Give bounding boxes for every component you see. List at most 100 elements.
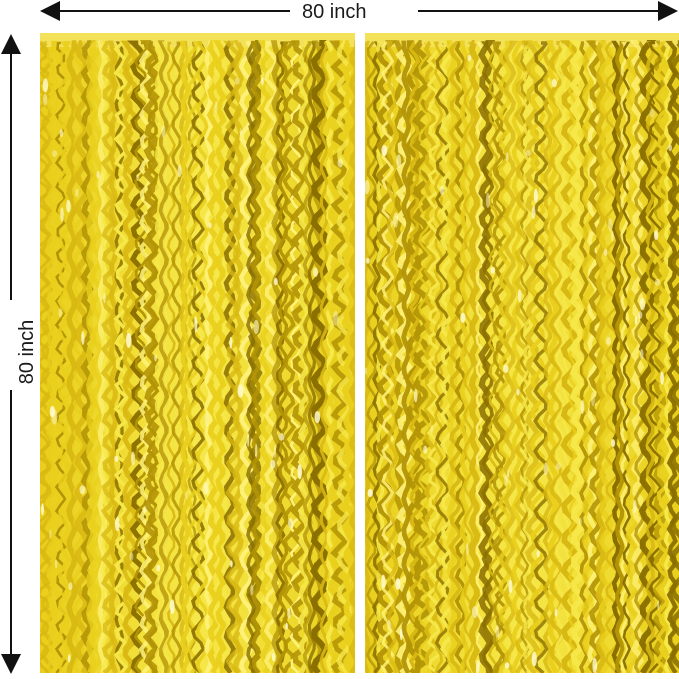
foil-strip	[348, 40, 355, 673]
foil-strip	[459, 40, 470, 673]
width-label: 80 inch	[296, 2, 373, 22]
foil-glint	[430, 424, 434, 435]
foil-glint	[578, 517, 582, 526]
foil-glint	[423, 445, 428, 454]
foil-glint	[531, 651, 537, 667]
foil-glint	[638, 311, 643, 319]
foil-glint	[60, 207, 64, 222]
foil-glint	[49, 405, 55, 418]
foil-strip	[645, 41, 656, 673]
foil-glint	[495, 625, 500, 638]
foil-glint	[270, 459, 276, 469]
foil-glint	[142, 505, 147, 514]
foil-glint	[555, 462, 561, 470]
foil-glint	[660, 371, 664, 385]
foil-strip	[468, 40, 481, 673]
foil-glint	[313, 267, 318, 278]
foil-glint	[604, 248, 608, 257]
foil-strip	[654, 41, 671, 673]
foil-glint	[194, 316, 198, 333]
foil-glint	[381, 574, 386, 589]
foil-strip	[302, 41, 314, 673]
foil-glint	[580, 400, 585, 415]
foil-glint	[250, 584, 254, 596]
foil-strip	[120, 40, 139, 673]
foil-strip	[324, 40, 335, 673]
foil-strip	[614, 40, 626, 673]
foil-glint	[42, 78, 49, 93]
foil-glint	[654, 230, 659, 241]
foil-glint	[103, 292, 106, 304]
foil-glint	[273, 444, 277, 458]
foil-strip	[51, 40, 63, 673]
foil-glint	[639, 297, 646, 311]
foil-strip	[213, 40, 227, 673]
foil-glint	[154, 354, 157, 362]
foil-glint	[237, 384, 244, 398]
foil-glint	[554, 608, 558, 617]
foil-glint	[634, 316, 638, 326]
foil-glint	[543, 462, 549, 476]
foil-strip	[597, 40, 614, 673]
foil-strip	[620, 41, 630, 673]
foil-strip	[663, 41, 675, 673]
foil-strip	[439, 41, 455, 673]
foil-strip	[245, 41, 257, 673]
foil-strip	[665, 40, 679, 673]
foil-glint	[54, 559, 58, 569]
foil-glint	[536, 550, 540, 558]
foil-glint	[517, 289, 522, 303]
foil-strip	[376, 40, 398, 673]
foil-strip	[297, 40, 311, 673]
foil-strip	[100, 40, 117, 673]
foil-strip	[408, 41, 421, 673]
foil-strip	[45, 41, 57, 673]
foil-glint	[337, 158, 344, 168]
foil-glint	[68, 582, 73, 591]
foil-glint	[260, 77, 264, 86]
foil-glint	[639, 349, 644, 360]
foil-glint	[96, 170, 100, 179]
foil-strip	[195, 41, 209, 673]
foil-glint	[507, 469, 510, 478]
foil-glint	[413, 389, 418, 403]
foil-glint	[81, 331, 85, 345]
foil-glint	[59, 129, 63, 138]
foil-glint	[255, 443, 258, 458]
foil-glint	[657, 600, 660, 610]
foil-glint	[395, 578, 401, 590]
foil-glint	[611, 439, 616, 448]
foil-glint	[476, 659, 480, 673]
foil-glint	[273, 277, 278, 286]
foil-glint	[525, 149, 531, 157]
foil-glint	[533, 188, 538, 203]
foil-glint	[52, 150, 58, 157]
foil-strip	[503, 40, 518, 673]
foil-strip	[146, 41, 160, 673]
foil-glint	[466, 542, 469, 556]
foil-strip	[446, 40, 458, 673]
foil-glint	[129, 552, 134, 561]
foil-glint	[649, 108, 655, 118]
foil-glint	[611, 230, 614, 242]
foil-glint	[439, 185, 445, 195]
foil-streamers	[40, 33, 355, 673]
foil-glint	[516, 388, 520, 396]
foil-glint	[161, 125, 166, 138]
foil-glint	[79, 485, 86, 495]
foil-glint	[396, 154, 402, 168]
foil-strip	[386, 41, 399, 673]
foil-glint	[314, 411, 321, 424]
foil-glint	[278, 433, 285, 441]
foil-glint	[156, 564, 161, 572]
foil-glint	[485, 192, 490, 208]
foil-glint	[253, 319, 259, 335]
foil-glint	[288, 518, 293, 529]
foil-glint	[504, 662, 510, 669]
foil-glint	[49, 529, 52, 539]
foil-glint	[531, 206, 536, 219]
foil-glint	[467, 54, 472, 62]
foil-glint	[75, 188, 79, 198]
foil-strip	[186, 41, 202, 673]
